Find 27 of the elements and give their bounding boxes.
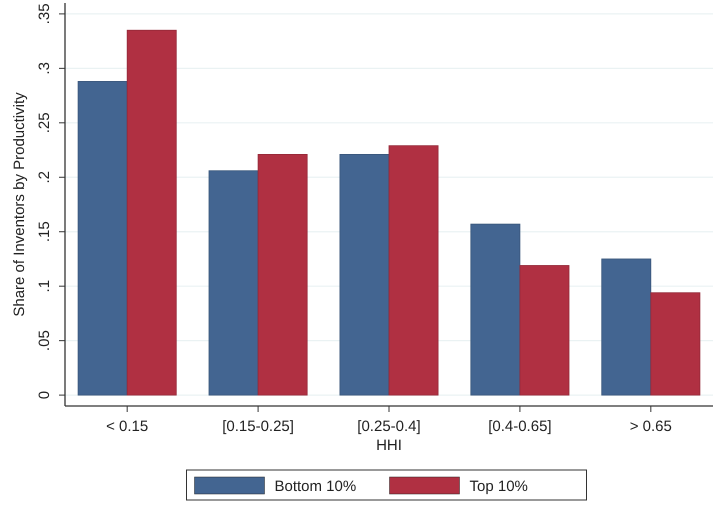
legend-label: Top 10% <box>470 478 528 495</box>
x-tick-label: [0.25-0.4] <box>357 418 421 435</box>
y-tick-label: .35 <box>36 3 53 24</box>
x-tick-label: [0.4-0.65] <box>488 418 552 435</box>
bar <box>208 170 258 396</box>
bar <box>126 30 177 396</box>
y-tick-label: .15 <box>36 221 53 242</box>
bar <box>650 292 700 396</box>
y-tick-label: .25 <box>36 112 53 134</box>
bar <box>258 154 308 396</box>
x-tick-label: [0.15-0.25] <box>222 418 294 435</box>
x-tick-label: < 0.15 <box>106 418 148 435</box>
legend-label: Bottom 10% <box>274 478 356 495</box>
y-axis-title: Share of Inventors by Productivity <box>11 92 28 317</box>
bar <box>470 224 520 396</box>
bar <box>340 154 390 396</box>
x-axis-title: HHI <box>376 437 402 454</box>
bar <box>601 258 652 396</box>
y-tick-label: .1 <box>36 280 53 292</box>
x-tick-label: > 0.65 <box>630 418 672 435</box>
y-tick-label: .05 <box>36 330 53 352</box>
bar <box>388 145 438 396</box>
bar <box>78 81 128 396</box>
y-tick-label: 0 <box>36 390 53 400</box>
bar <box>520 265 570 396</box>
y-tick-label: .2 <box>36 171 53 184</box>
y-tick-label: .3 <box>36 62 53 75</box>
